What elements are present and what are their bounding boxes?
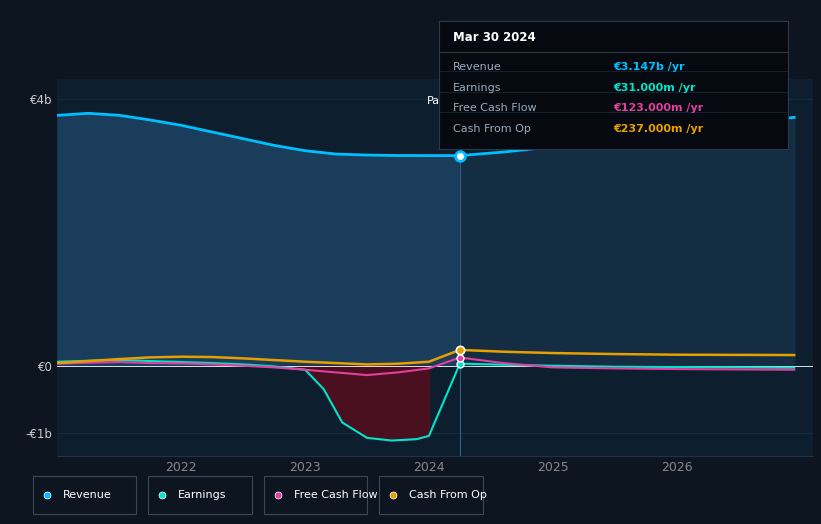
Text: Cash From Op: Cash From Op bbox=[410, 489, 487, 500]
Text: Cash From Op: Cash From Op bbox=[453, 124, 531, 134]
Text: Revenue: Revenue bbox=[453, 62, 502, 72]
Text: Free Cash Flow: Free Cash Flow bbox=[453, 103, 537, 113]
Text: Free Cash Flow: Free Cash Flow bbox=[294, 489, 378, 500]
Text: €123.000m /yr: €123.000m /yr bbox=[614, 103, 704, 113]
Text: €3.147b /yr: €3.147b /yr bbox=[614, 62, 686, 72]
Text: €31.000m /yr: €31.000m /yr bbox=[614, 83, 696, 93]
Text: Analysts Forecasts: Analysts Forecasts bbox=[475, 96, 578, 106]
Text: Earnings: Earnings bbox=[453, 83, 502, 93]
Text: €237.000m /yr: €237.000m /yr bbox=[614, 124, 704, 134]
Text: Revenue: Revenue bbox=[63, 489, 112, 500]
Text: Earnings: Earnings bbox=[178, 489, 227, 500]
Text: Past: Past bbox=[427, 96, 450, 106]
Text: Mar 30 2024: Mar 30 2024 bbox=[453, 31, 536, 44]
